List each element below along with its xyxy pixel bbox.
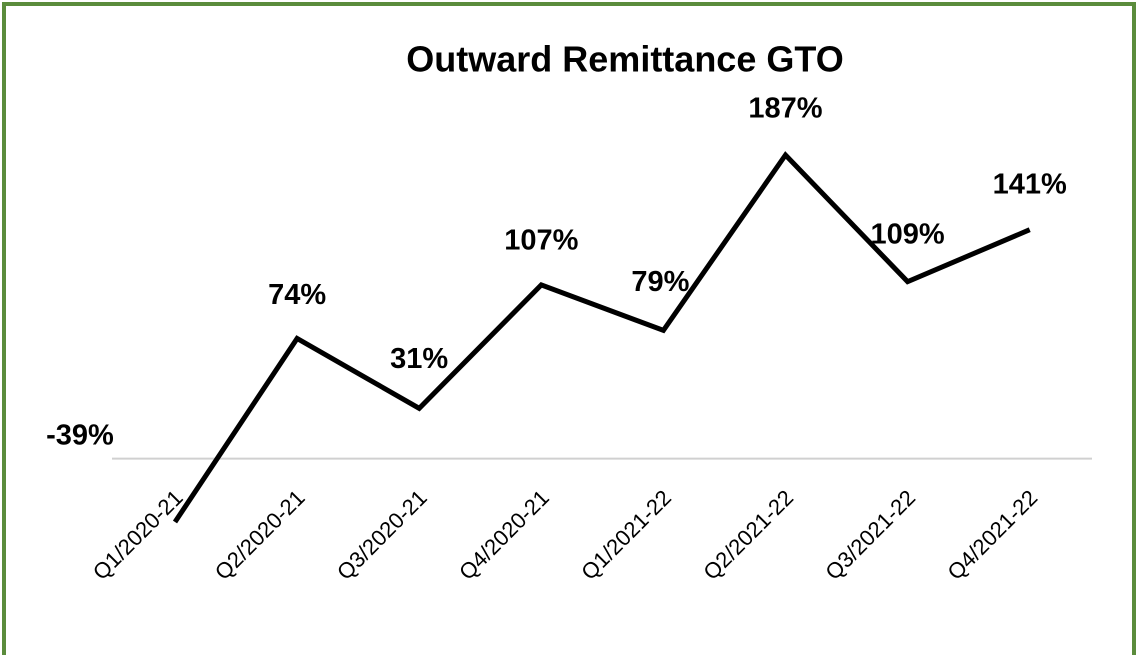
data-label: 74% (268, 279, 326, 311)
line (172, 151, 1031, 524)
data-label: 141% (993, 168, 1067, 200)
data-label: 79% (631, 266, 689, 298)
data-label: 109% (871, 218, 945, 250)
chart-title: Outward Remittance GTO (406, 39, 843, 80)
data-label: 107% (504, 225, 578, 257)
data-label: -39% (46, 420, 114, 452)
data-label: 187% (748, 93, 822, 125)
data-label: 31% (390, 343, 448, 375)
